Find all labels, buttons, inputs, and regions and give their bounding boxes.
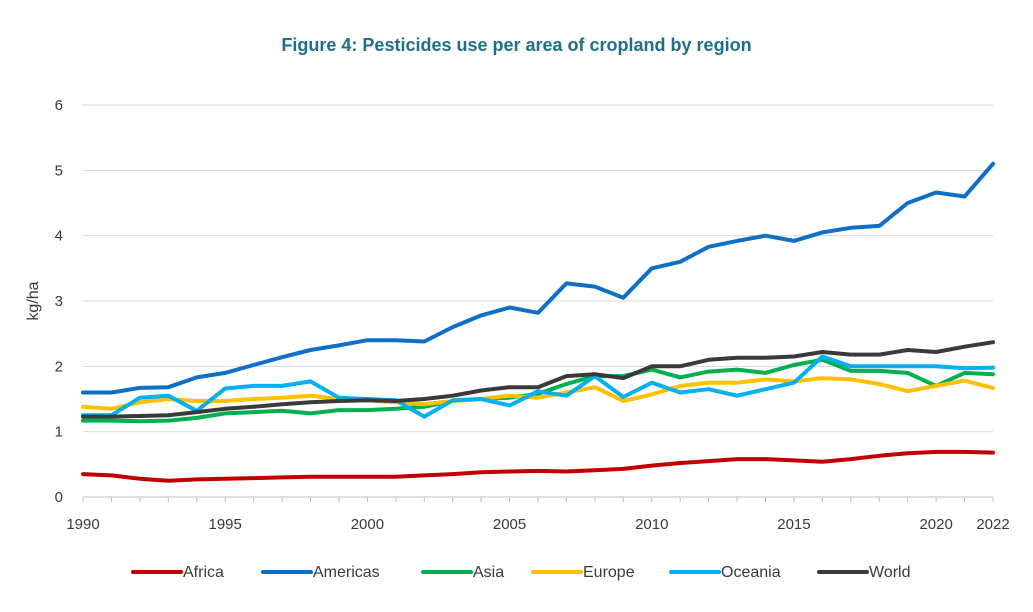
x-tick-label: 2020 (919, 516, 952, 533)
y-tick-label: 0 (55, 489, 63, 506)
chart-title: Figure 4: Pesticides use per area of cro… (281, 35, 752, 55)
series-line-oceania (81, 354, 995, 419)
grid (83, 104, 993, 433)
legend-label: Americas (313, 564, 380, 581)
y-tick-label: 4 (55, 228, 63, 245)
x-tick-label: 1995 (209, 516, 242, 533)
series-line-africa (81, 449, 995, 483)
series-line-world (81, 340, 995, 419)
x-tick-label: 2015 (777, 516, 810, 533)
series-lines (81, 161, 995, 483)
x-tick-label: 2000 (351, 516, 384, 533)
legend-label: Asia (473, 564, 504, 581)
x-tick-label: 1990 (66, 516, 99, 533)
legend-item-asia: Asia (421, 564, 504, 581)
y-tick-label: 5 (55, 162, 63, 179)
series-line-europe (81, 376, 995, 411)
y-tick-label: 3 (55, 293, 63, 310)
x-tick-label: 2022 (976, 516, 1009, 533)
legend-item-americas: Americas (261, 564, 380, 581)
y-tick-label: 6 (55, 97, 63, 114)
legend-label: Oceania (721, 564, 781, 581)
y-tick-label: 1 (55, 424, 63, 441)
x-tick-label: 2010 (635, 516, 668, 533)
legend-label: World (869, 564, 911, 581)
legend-item-world: World (817, 564, 911, 581)
legend-label: Africa (183, 564, 224, 581)
series-line-asia (81, 357, 995, 424)
legend-label: Europe (583, 564, 635, 581)
x-tick-label: 2005 (493, 516, 526, 533)
legend-item-africa: Africa (131, 564, 224, 581)
legend-item-oceania: Oceania (669, 564, 781, 581)
y-axis-label: kg/ha (25, 281, 42, 320)
legend-item-europe: Europe (531, 564, 635, 581)
series-line-americas (81, 161, 995, 395)
axes: 0 1 2 3 4 5 6 1990 1995 2000 2005 2010 2015 2020 2022 k… (25, 97, 1010, 533)
y-tick-label: 2 (55, 358, 63, 375)
legend: Africa Americas Asia Europe Oceania World (131, 564, 911, 581)
